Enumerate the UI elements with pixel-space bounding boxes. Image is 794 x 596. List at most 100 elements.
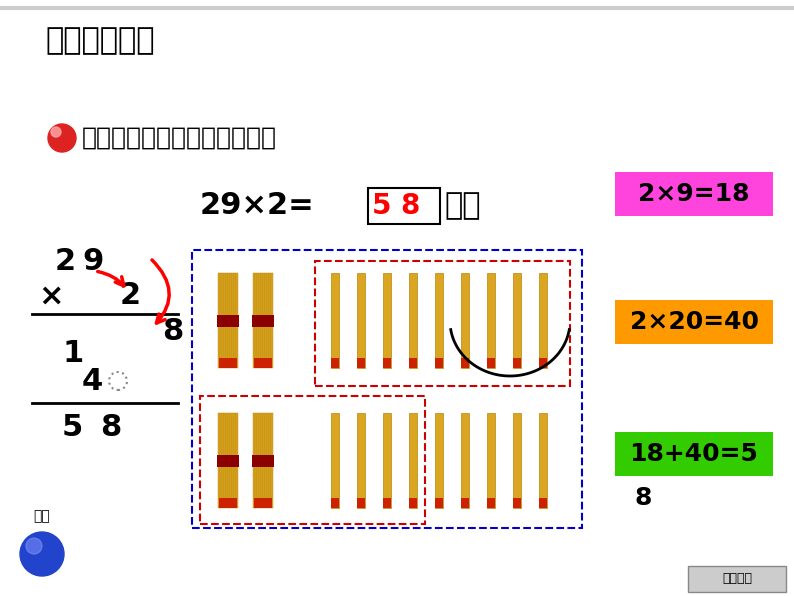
Text: 返回首页: 返回首页 [722, 573, 752, 585]
Bar [228, 413, 230, 508]
Bar [269, 273, 271, 368]
Bar [331, 498, 339, 508]
Bar [271, 273, 273, 368]
Bar [222, 273, 224, 368]
Bar [383, 413, 391, 508]
Text: ×: × [38, 281, 64, 311]
Bar [252, 455, 274, 467]
Bar [254, 358, 272, 368]
Text: 5: 5 [372, 192, 391, 220]
Bar [271, 413, 273, 508]
Bar [513, 273, 521, 368]
Circle shape [20, 532, 64, 576]
Bar [234, 273, 236, 368]
Bar [688, 566, 786, 592]
Bar [383, 358, 391, 368]
Bar [253, 273, 255, 368]
Bar [226, 413, 228, 508]
Bar [461, 413, 469, 508]
Bar [409, 498, 417, 508]
Bar [487, 358, 495, 368]
Bar [368, 188, 440, 224]
Bar [265, 273, 267, 368]
Bar [255, 273, 257, 368]
Bar [232, 413, 234, 508]
Text: 8: 8 [634, 486, 652, 510]
Bar [220, 273, 222, 368]
Bar [539, 498, 547, 508]
Text: 18+40=5: 18+40=5 [630, 442, 758, 466]
Bar [487, 273, 495, 368]
FancyArrowPatch shape [98, 272, 124, 286]
Bar [487, 498, 495, 508]
Text: 二、合作探索: 二、合作探索 [45, 26, 155, 55]
Bar [435, 358, 443, 368]
Bar [230, 413, 232, 508]
Bar [219, 358, 237, 368]
Bar [267, 273, 269, 368]
Text: 5: 5 [62, 414, 83, 442]
Bar [487, 413, 495, 508]
Bar [269, 413, 271, 508]
Bar [539, 413, 547, 508]
Bar [254, 498, 272, 508]
Text: 人）: 人） [444, 191, 480, 221]
Bar [357, 498, 365, 508]
Bar [255, 413, 257, 508]
Bar [222, 413, 224, 508]
FancyArrowPatch shape [152, 260, 169, 323]
Bar [615, 300, 773, 344]
Text: 2×9=18: 2×9=18 [638, 182, 750, 206]
Bar [252, 315, 274, 327]
Bar [409, 358, 417, 368]
Bar [435, 273, 443, 368]
Bar [259, 273, 261, 368]
Bar [218, 273, 220, 368]
Bar [331, 413, 339, 508]
Bar [357, 273, 365, 368]
Bar [265, 413, 267, 508]
Bar [257, 273, 259, 368]
Bar [461, 358, 469, 368]
Bar [263, 273, 265, 368]
Bar [435, 498, 443, 508]
Bar [224, 413, 226, 508]
Bar [200, 396, 425, 524]
Bar [513, 498, 521, 508]
Bar [461, 498, 469, 508]
Bar [315, 261, 570, 386]
Bar [259, 413, 261, 508]
Bar [253, 413, 255, 508]
Bar [192, 250, 582, 528]
Bar [331, 273, 339, 368]
Bar [615, 172, 773, 216]
Bar [615, 432, 773, 476]
Bar [236, 413, 238, 508]
Text: 8: 8 [100, 414, 121, 442]
Text: 返回: 返回 [33, 509, 50, 523]
Bar [261, 413, 263, 508]
Bar [236, 273, 238, 368]
Bar [539, 273, 547, 368]
Text: 29×2=: 29×2= [200, 191, 314, 221]
Bar [261, 273, 263, 368]
Bar [435, 413, 443, 508]
Bar [219, 498, 237, 508]
Bar [409, 413, 417, 508]
Text: 2: 2 [55, 247, 76, 275]
Bar [224, 273, 226, 368]
Bar [232, 273, 234, 368]
Bar [263, 413, 265, 508]
Circle shape [48, 124, 76, 152]
Bar [357, 413, 365, 508]
Bar [217, 455, 239, 467]
Text: 表演扇子舞的一共有多少人？: 表演扇子舞的一共有多少人？ [82, 126, 277, 150]
Bar [539, 358, 547, 368]
Circle shape [26, 538, 42, 554]
Text: 8: 8 [400, 192, 420, 220]
Bar [383, 498, 391, 508]
Bar [331, 358, 339, 368]
Bar [513, 358, 521, 368]
Text: 4: 4 [82, 367, 103, 396]
Bar [357, 358, 365, 368]
